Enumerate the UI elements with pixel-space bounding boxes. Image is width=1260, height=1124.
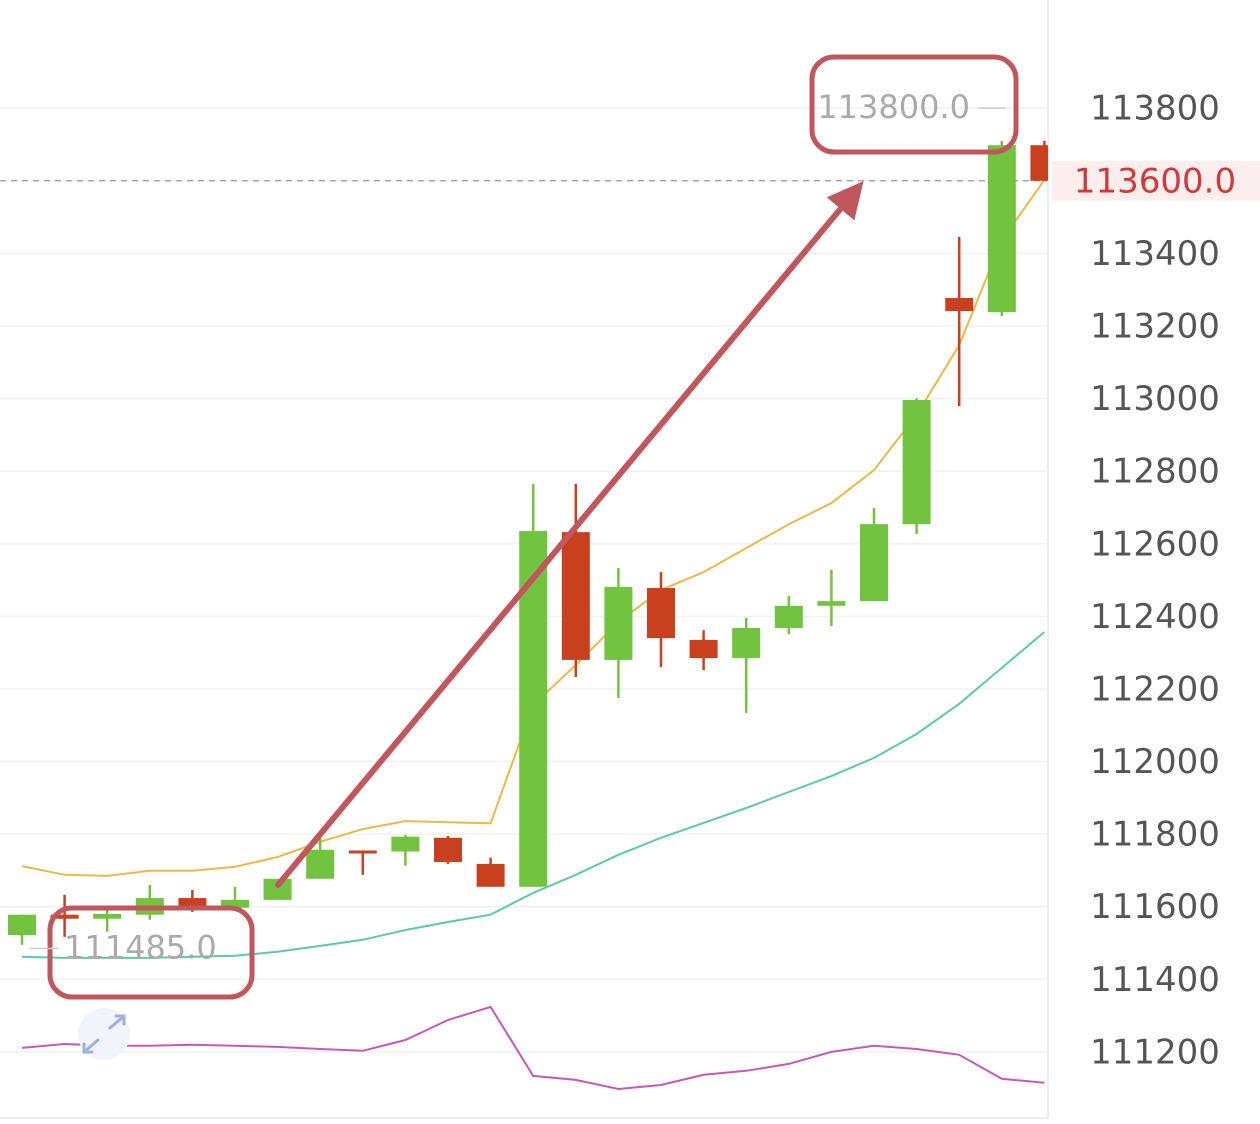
y-tick-label: 112800 (1090, 452, 1220, 492)
trend-arrow (275, 181, 864, 888)
y-tick-label: 112000 (1090, 742, 1220, 782)
y-tick-label: 111200 (1090, 1032, 1220, 1072)
candle-body (221, 899, 249, 908)
candle-body (774, 605, 803, 628)
expand-icon-glyph[interactable] (82, 1014, 126, 1054)
y-tick-label: 111600 (1090, 887, 1220, 927)
max-price-label: 113800.0 (817, 88, 970, 126)
candle-body (902, 400, 931, 525)
candle-body (817, 601, 846, 606)
candle-body (178, 898, 207, 908)
candle-body (1030, 145, 1048, 181)
expand-icon[interactable] (78, 1008, 130, 1060)
y-axis: 111200 111400 111600 111800 112000 112200 1124… (1052, 89, 1260, 1072)
plot-area (8, 140, 1048, 1091)
candle-body (50, 914, 79, 919)
annotations: 113800.0 111485.0 (30, 54, 1019, 1060)
candle-body (263, 878, 292, 900)
candle-body (860, 524, 888, 602)
highlight-box (47, 905, 255, 1000)
candle-body (945, 298, 974, 312)
indicator-line (21, 631, 1046, 959)
candle-body (476, 863, 505, 887)
y-tick-label: 112600 (1090, 524, 1220, 564)
candle-body (306, 849, 335, 879)
y-tick-label: 111800 (1090, 815, 1220, 855)
candle-body (561, 532, 590, 660)
candle-body (987, 145, 1016, 313)
y-tick-label: 112400 (1090, 597, 1220, 637)
candle-body (647, 588, 675, 639)
candle-body (689, 639, 718, 659)
highlight-box (809, 54, 1019, 155)
y-tick-label: 111400 (1090, 960, 1220, 1000)
min-price-label: 111485.0 (64, 928, 217, 966)
candle-body (391, 836, 420, 852)
candle-body (732, 627, 761, 659)
y-tick-label: 112200 (1090, 669, 1220, 709)
y-tick-label: 113800 (1090, 89, 1220, 129)
y-tick-label: 113000 (1090, 379, 1220, 419)
candle-body (604, 586, 633, 660)
indicator-line (21, 1005, 1045, 1091)
y-tick-label: 113200 (1090, 306, 1220, 346)
candle-body (434, 837, 462, 863)
candle-body (348, 850, 377, 854)
last-price-label: 113600.0 (1074, 161, 1236, 201)
candle-body (8, 914, 36, 936)
y-tick-label: 113400 (1090, 234, 1220, 274)
last-price-tag (1052, 160, 1260, 201)
candle-body (93, 914, 122, 919)
candle-body (519, 531, 548, 887)
